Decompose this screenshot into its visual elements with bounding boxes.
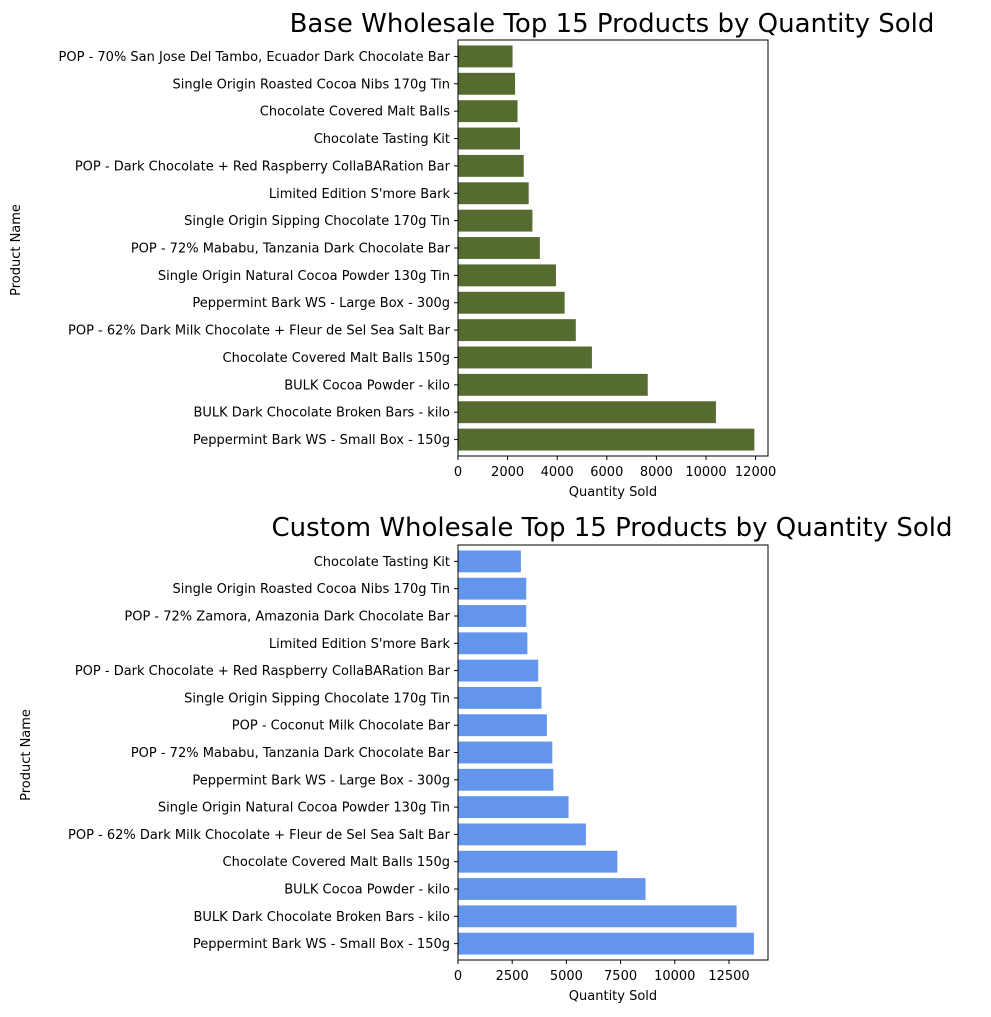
bar <box>458 850 618 873</box>
x-tick-label: 12000 <box>735 465 776 480</box>
bar <box>458 823 586 846</box>
y-tick-label: BULK Dark Chocolate Broken Bars - kilo <box>193 406 450 421</box>
bar <box>458 319 576 342</box>
y-axis-label: Product Name <box>19 709 34 801</box>
bar <box>458 428 755 451</box>
x-tick-label: 2500 <box>496 969 529 984</box>
bar <box>458 264 556 287</box>
y-tick-label: Chocolate Covered Malt Balls 150g <box>223 855 450 870</box>
y-tick-label: Single Origin Sipping Chocolate 170g Tin <box>184 214 450 229</box>
bar <box>458 237 540 259</box>
bar <box>458 45 513 68</box>
y-tick-label: Chocolate Tasting Kit <box>314 132 450 147</box>
chart-title: Custom Wholesale Top 15 Products by Quan… <box>271 513 952 543</box>
y-tick-label: POP - 72% Mababu, Tanzania Dark Chocolat… <box>131 746 451 761</box>
bar <box>458 714 547 737</box>
x-tick-label: 7500 <box>604 969 637 984</box>
bar <box>458 550 521 573</box>
y-tick-label: Chocolate Covered Malt Balls <box>260 105 450 120</box>
y-axis-label: Product Name <box>9 204 24 296</box>
y-tick-label: Single Origin Roasted Cocoa Nibs 170g Ti… <box>173 77 450 92</box>
y-tick-label: POP - Dark Chocolate + Red Raspberry Col… <box>75 159 451 174</box>
x-tick-label: 8000 <box>640 465 673 480</box>
bar <box>458 632 528 655</box>
bar <box>458 127 520 150</box>
y-tick-label: POP - Dark Chocolate + Red Raspberry Col… <box>75 664 451 679</box>
y-tick-label: POP - Coconut Milk Chocolate Bar <box>232 719 451 734</box>
bar <box>458 932 754 955</box>
bar <box>458 577 527 600</box>
chart-base: Base Wholesale Top 15 Products by Quanti… <box>9 9 934 500</box>
bar <box>458 182 529 205</box>
chart-title: Base Wholesale Top 15 Products by Quanti… <box>290 9 935 39</box>
y-tick-label: Limited Edition S'more Bark <box>269 637 451 652</box>
y-tick-label: Chocolate Tasting Kit <box>314 555 450 570</box>
bar <box>458 100 518 123</box>
y-tick-label: POP - 72% Zamora, Amazonia Dark Chocolat… <box>124 609 450 624</box>
x-axis-label: Quantity Sold <box>569 485 657 500</box>
bar <box>458 768 554 791</box>
x-tick-label: 10000 <box>654 969 695 984</box>
y-tick-label: Single Origin Natural Cocoa Powder 130g … <box>158 801 450 816</box>
bar <box>458 605 527 627</box>
bar <box>458 291 565 314</box>
x-tick-label: 10000 <box>685 465 726 480</box>
x-tick-label: 5000 <box>550 969 583 984</box>
y-tick-label: POP - 72% Mababu, Tanzania Dark Chocolat… <box>131 242 451 257</box>
y-tick-label: Chocolate Covered Malt Balls 150g <box>223 351 450 366</box>
chart-custom: Custom Wholesale Top 15 Products by Quan… <box>19 513 953 1004</box>
bar <box>458 72 516 95</box>
plot-frame <box>457 39 769 457</box>
y-tick-label: Single Origin Natural Cocoa Powder 130g … <box>158 269 450 284</box>
x-tick-label: 6000 <box>590 465 623 480</box>
x-tick-label: 12500 <box>708 969 749 984</box>
y-tick-label: BULK Cocoa Powder - kilo <box>284 378 450 393</box>
bar <box>458 741 553 764</box>
bar <box>458 154 524 177</box>
bar <box>458 401 716 424</box>
y-tick-label: Limited Edition S'more Bark <box>269 187 451 202</box>
x-axis-label: Quantity Sold <box>569 989 657 1004</box>
plot-frame <box>457 544 769 961</box>
bar <box>458 659 539 682</box>
y-tick-label: Single Origin Roasted Cocoa Nibs 170g Ti… <box>173 582 450 597</box>
bar <box>458 346 592 369</box>
y-tick-label: Single Origin Sipping Chocolate 170g Tin <box>184 691 450 706</box>
x-tick-label: 0 <box>454 465 462 480</box>
bar <box>458 905 737 928</box>
bar <box>458 878 646 900</box>
x-tick-label: 4000 <box>541 465 574 480</box>
y-tick-label: Peppermint Bark WS - Large Box - 300g <box>192 296 450 311</box>
x-tick-label: 0 <box>454 969 462 984</box>
y-tick-label: Peppermint Bark WS - Small Box - 150g <box>193 937 450 952</box>
bar <box>458 686 542 709</box>
y-tick-label: Peppermint Bark WS - Large Box - 300g <box>192 773 450 788</box>
bar <box>458 373 648 396</box>
x-tick-label: 2000 <box>491 465 524 480</box>
bar <box>458 796 569 819</box>
y-tick-label: POP - 70% San Jose Del Tambo, Ecuador Da… <box>59 50 451 65</box>
y-tick-label: POP - 62% Dark Milk Chocolate + Fleur de… <box>68 828 451 843</box>
y-tick-label: POP - 62% Dark Milk Chocolate + Fleur de… <box>68 324 451 339</box>
y-tick-label: BULK Dark Chocolate Broken Bars - kilo <box>193 910 450 925</box>
y-tick-label: Peppermint Bark WS - Small Box - 150g <box>193 433 450 448</box>
bar <box>458 209 533 232</box>
y-tick-label: BULK Cocoa Powder - kilo <box>284 883 450 898</box>
